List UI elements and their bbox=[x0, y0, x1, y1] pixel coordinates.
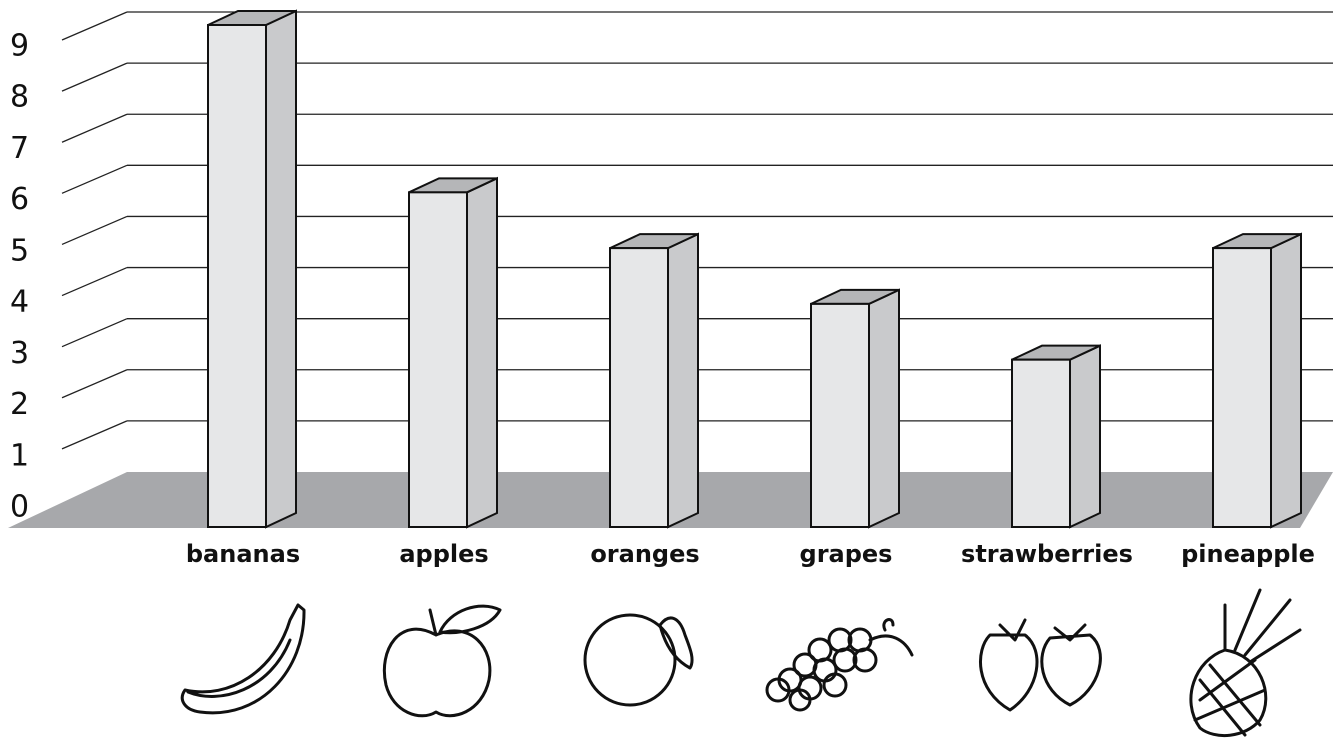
bar bbox=[811, 290, 899, 527]
grapes-icon bbox=[767, 620, 912, 710]
grid-tick bbox=[62, 319, 127, 347]
bar bbox=[208, 11, 296, 527]
grid-tick bbox=[62, 370, 127, 398]
bar-front bbox=[1012, 360, 1070, 527]
bar-side bbox=[869, 290, 899, 527]
bars bbox=[208, 11, 1301, 527]
grid-tick bbox=[62, 12, 127, 40]
fruit-icons bbox=[182, 590, 1300, 736]
grid-tick bbox=[62, 63, 127, 91]
y-tick-label: 3 bbox=[10, 336, 29, 371]
x-tick-label: oranges bbox=[590, 540, 699, 568]
x-tick-label: pineapple bbox=[1181, 540, 1315, 568]
bar-front bbox=[208, 25, 266, 527]
y-tick-label: 2 bbox=[10, 387, 29, 422]
y-tick-label: 6 bbox=[10, 182, 29, 217]
bar-side bbox=[266, 11, 296, 527]
bar-front bbox=[409, 192, 467, 527]
grid-tick bbox=[62, 268, 127, 296]
y-tick-label: 4 bbox=[10, 285, 29, 320]
grid-tick bbox=[62, 114, 127, 142]
y-tick-label: 0 bbox=[10, 490, 29, 525]
bar bbox=[409, 178, 497, 527]
x-tick-label: bananas bbox=[186, 540, 300, 568]
y-tick-label: 9 bbox=[10, 29, 29, 64]
bar-side bbox=[668, 234, 698, 527]
bar-front bbox=[610, 248, 668, 527]
y-tick-label: 7 bbox=[10, 131, 29, 166]
bar bbox=[610, 234, 698, 527]
bar-side bbox=[467, 178, 497, 527]
bar-front bbox=[811, 304, 869, 527]
pineapple-icon bbox=[1191, 590, 1300, 736]
x-tick-label: grapes bbox=[800, 540, 893, 568]
grid-tick bbox=[62, 421, 127, 449]
grid-tick bbox=[62, 165, 127, 193]
x-tick-label: strawberries bbox=[961, 540, 1133, 568]
grid-tick bbox=[62, 216, 127, 244]
x-tick-label: apples bbox=[399, 540, 488, 568]
y-tick-label: 1 bbox=[10, 438, 29, 473]
y-tick-label: 8 bbox=[10, 80, 29, 115]
bar bbox=[1213, 234, 1301, 527]
chart: 0 1 2 3 4 5 6 7 8 9 bananas apples oranges grapes str… bbox=[0, 0, 1333, 738]
apple-icon bbox=[384, 606, 500, 716]
bar-front bbox=[1213, 248, 1271, 527]
strawberries-icon bbox=[980, 620, 1100, 710]
bar-side bbox=[1070, 346, 1100, 527]
bar-side bbox=[1271, 234, 1301, 527]
bar bbox=[1012, 346, 1100, 527]
banana-icon bbox=[182, 605, 304, 713]
y-tick-label: 5 bbox=[10, 233, 29, 268]
